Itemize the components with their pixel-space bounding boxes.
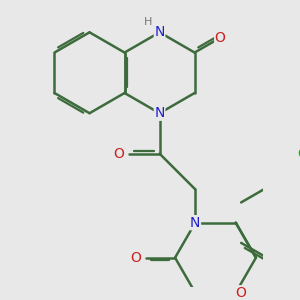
Text: O: O [215, 31, 226, 45]
Text: N: N [154, 25, 165, 39]
Text: O: O [235, 286, 246, 300]
Text: N: N [190, 216, 200, 230]
Text: O: O [130, 251, 142, 265]
Text: H: H [143, 17, 152, 27]
Text: Cl: Cl [297, 147, 300, 161]
Text: O: O [114, 147, 124, 161]
Text: N: N [154, 106, 165, 120]
